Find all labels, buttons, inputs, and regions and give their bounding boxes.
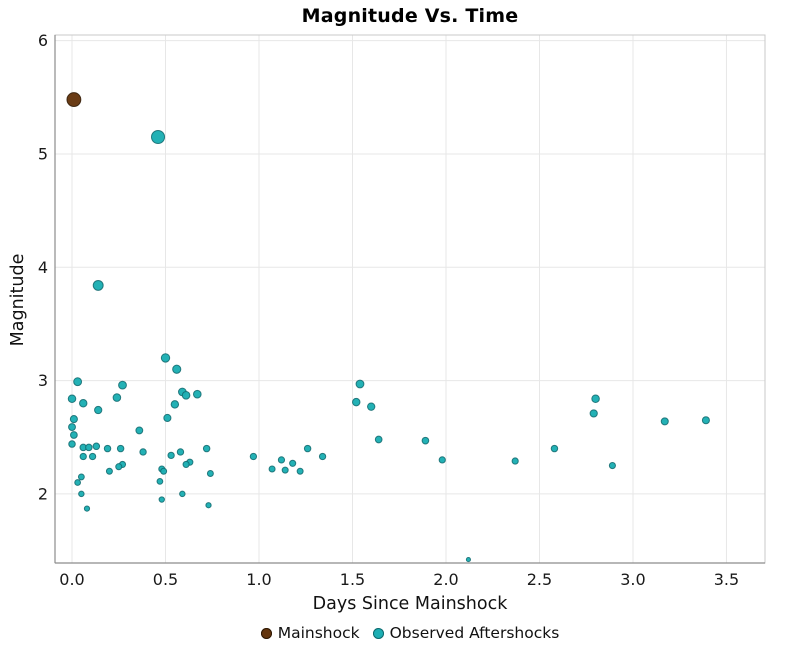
data-point-aftershock: [167, 451, 175, 460]
data-point-aftershock: [421, 436, 430, 445]
x-tick-label: 3.5: [714, 570, 739, 589]
data-point-aftershock: [68, 440, 76, 448]
y-tick-label: 4: [38, 258, 48, 277]
legend-label: Observed Aftershocks: [389, 624, 560, 642]
data-point-aftershock: [78, 490, 85, 498]
legend-item-observed-aftershocks: Observed Aftershocks: [372, 624, 560, 642]
data-point-aftershock: [116, 444, 125, 453]
data-point-aftershock: [249, 452, 258, 461]
x-tick-label: 0.5: [153, 570, 178, 589]
data-point-aftershock: [296, 467, 304, 475]
legend: Mainshock Observed Aftershocks: [20, 621, 800, 645]
data-point-aftershock: [205, 502, 212, 509]
data-point-aftershock: [181, 391, 191, 400]
x-tick-label: 2.0: [433, 570, 458, 589]
y-tick-label: 3: [38, 371, 48, 390]
data-point-aftershock: [206, 470, 214, 477]
data-point-aftershock: [73, 377, 83, 387]
data-point-aftershock: [115, 463, 123, 471]
y-tick-label: 6: [38, 31, 48, 50]
data-point-aftershock: [172, 364, 182, 374]
y-tick-label: 5: [38, 144, 48, 163]
data-point-aftershock: [79, 452, 87, 461]
data-point-aftershock: [170, 400, 180, 409]
x-tick-label: 2.5: [527, 570, 552, 589]
data-point-aftershock: [112, 393, 122, 402]
data-point-aftershock: [367, 402, 376, 411]
y-tick-label: 2: [38, 484, 48, 503]
data-point-mainshock: [66, 92, 82, 108]
data-point-aftershock: [92, 279, 104, 291]
data-point-aftershock: [374, 435, 383, 444]
data-point-aftershock: [163, 413, 172, 423]
data-point-aftershock: [608, 462, 616, 470]
data-point-aftershock: [355, 379, 365, 389]
data-point-aftershock: [511, 457, 519, 465]
data-point-aftershock: [94, 405, 103, 415]
data-point-aftershock: [92, 442, 101, 451]
data-point-aftershock: [701, 416, 710, 425]
data-point-aftershock: [268, 465, 276, 473]
data-point-aftershock: [182, 460, 190, 468]
x-tick-label: 1.5: [340, 570, 365, 589]
data-point-aftershock: [192, 389, 202, 399]
x-axis-title: Days Since Mainshock: [312, 594, 508, 614]
data-point-aftershock: [589, 409, 598, 418]
data-point-aftershock: [550, 444, 559, 453]
x-tick-label: 1.0: [246, 570, 271, 589]
legend-item-mainshock: Mainshock: [260, 624, 360, 642]
data-point-aftershock: [158, 496, 165, 503]
data-point-aftershock: [83, 505, 91, 512]
data-point-aftershock: [277, 456, 286, 464]
data-point-aftershock: [660, 417, 669, 426]
x-tick-label: 3.0: [620, 570, 645, 589]
data-point-aftershock: [68, 423, 76, 431]
chart-title: Magnitude Vs. Time: [301, 5, 519, 27]
data-point-aftershock: [591, 394, 600, 403]
legend-swatch-icon: [372, 627, 384, 639]
data-point-aftershock: [118, 380, 127, 390]
data-point-aftershock: [465, 557, 471, 563]
data-point-aftershock: [79, 399, 88, 408]
data-point-aftershock: [318, 452, 327, 461]
data-point-aftershock: [179, 490, 186, 498]
y-axis-title: Magnitude: [8, 253, 28, 347]
data-point-aftershock: [303, 444, 312, 453]
data-point-aftershock: [67, 394, 77, 403]
data-point-aftershock: [70, 431, 78, 439]
x-tick-label: 0.0: [59, 570, 84, 589]
data-point-aftershock: [289, 459, 297, 467]
data-point-aftershock: [85, 443, 93, 452]
data-point-aftershock: [352, 397, 361, 407]
legend-swatch-icon: [260, 627, 272, 639]
data-point-aftershock: [160, 467, 168, 475]
data-point-aftershock: [156, 478, 164, 485]
data-point-aftershock: [139, 448, 147, 456]
data-point-aftershock: [103, 444, 112, 453]
data-point-aftershock: [74, 479, 81, 486]
data-point-aftershock: [438, 456, 446, 464]
data-point-aftershock: [135, 426, 144, 435]
data-point-aftershock: [105, 467, 113, 475]
legend-label: Mainshock: [277, 624, 360, 642]
data-point-aftershock: [77, 473, 85, 481]
data-point-aftershock: [88, 452, 97, 461]
data-point-aftershock: [151, 129, 166, 145]
data-point-aftershock: [160, 353, 171, 363]
data-point-aftershock: [176, 448, 185, 456]
data-point-aftershock: [202, 444, 211, 453]
data-point-aftershock: [281, 466, 289, 474]
data-point-aftershock: [69, 415, 78, 424]
